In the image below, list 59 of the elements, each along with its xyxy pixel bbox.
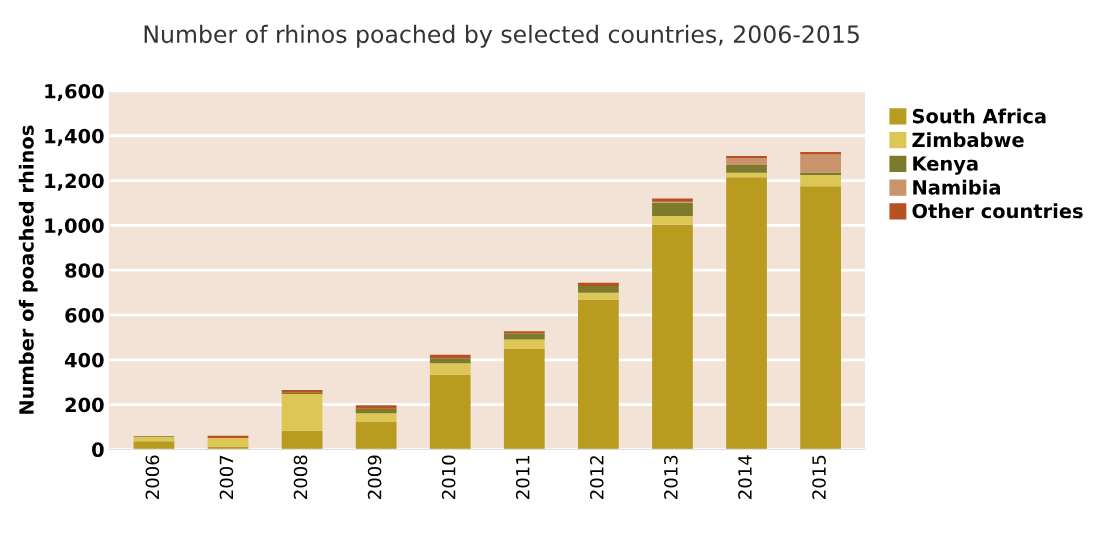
legend-label: Other countries xyxy=(912,203,1083,219)
bar xyxy=(281,394,323,431)
y-axis-title: Number of poached rhinos xyxy=(18,125,38,414)
bar xyxy=(503,333,545,340)
legend-label: Zimbabwe xyxy=(912,132,1024,148)
bar xyxy=(281,430,323,450)
legend-label: Namibia xyxy=(913,179,1000,195)
bar xyxy=(800,186,841,450)
bar xyxy=(429,374,471,450)
y-tick-label: 600 xyxy=(65,307,104,323)
bar xyxy=(652,215,693,225)
bar xyxy=(429,363,471,375)
x-tick-label: 2013 xyxy=(664,455,678,499)
x-tick-label: 2014 xyxy=(738,455,752,499)
bar xyxy=(207,446,249,450)
bar xyxy=(578,292,619,300)
bar xyxy=(429,354,471,359)
bar xyxy=(578,282,619,287)
bar xyxy=(800,151,841,155)
bar xyxy=(726,177,767,450)
bar xyxy=(800,154,841,173)
bar xyxy=(726,164,767,173)
bar xyxy=(800,174,841,187)
y-tick-label: 0 xyxy=(92,442,104,458)
y-tick-label: 400 xyxy=(64,352,104,368)
x-tick-label: 2010 xyxy=(441,455,456,499)
x-tick-label: 2015 xyxy=(812,455,826,499)
bar xyxy=(503,331,545,334)
legend-label: Kenya xyxy=(913,156,978,175)
chart-title: Number of rhinos poached by selected countries, 2006-2015 xyxy=(144,24,859,48)
bar xyxy=(578,299,619,450)
bar xyxy=(652,224,693,450)
x-tick-label: 2008 xyxy=(293,455,308,499)
legend-label: South Africa xyxy=(912,108,1046,124)
bar xyxy=(800,172,841,175)
y-tick-label: 1,400 xyxy=(45,128,104,146)
x-tick-label: 2009 xyxy=(367,455,382,499)
x-tick-label: 2012 xyxy=(589,456,604,499)
bar xyxy=(429,358,471,364)
bar xyxy=(726,158,767,165)
y-tick-label: 1,200 xyxy=(45,173,104,191)
y-tick-label: 1,600 xyxy=(45,83,104,102)
bar xyxy=(207,437,249,447)
bar xyxy=(355,413,397,423)
y-tick-label: 800 xyxy=(65,263,104,278)
bar xyxy=(503,349,545,450)
bar xyxy=(355,422,397,450)
bar xyxy=(652,202,693,216)
x-tick-label: 2007 xyxy=(219,455,234,499)
bar xyxy=(355,405,397,409)
bar xyxy=(726,155,767,159)
bar xyxy=(578,286,619,293)
x-tick-label: 2011 xyxy=(515,455,530,499)
y-tick-label: 200 xyxy=(65,397,104,413)
bar xyxy=(726,172,767,178)
y-tick-label: 1,000 xyxy=(45,218,104,236)
bar xyxy=(133,441,175,450)
bar xyxy=(503,339,545,350)
x-tick-label: 2006 xyxy=(145,455,160,499)
